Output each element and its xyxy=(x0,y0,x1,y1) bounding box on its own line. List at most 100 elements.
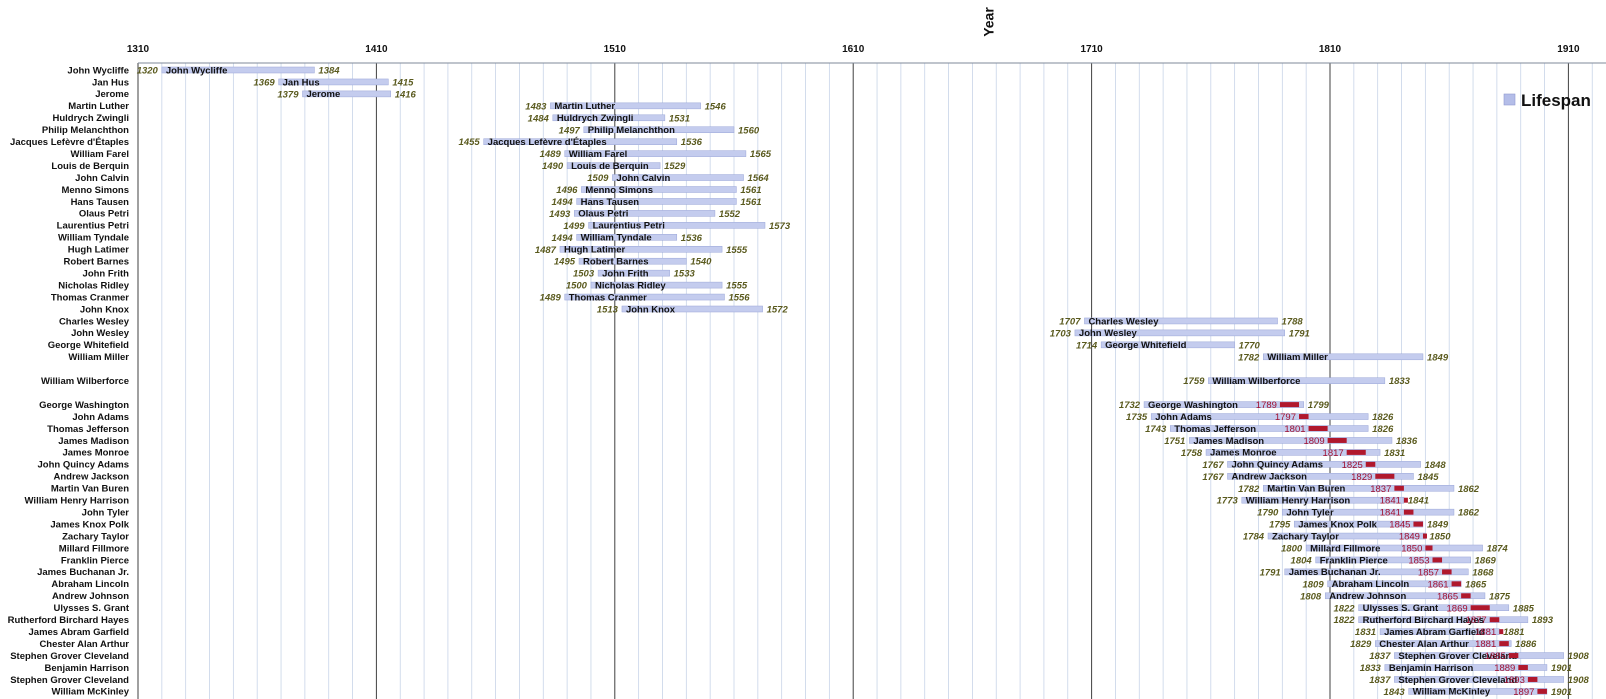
term-start-label: 1801 xyxy=(1284,424,1305,435)
row-name-label: Olaus Petri xyxy=(79,209,129,220)
death-year-label: 1845 xyxy=(1417,472,1439,483)
row-name-label: Ulysses S. Grant xyxy=(53,603,129,614)
term-start-label: 1865 xyxy=(1437,591,1458,602)
birth-year-label: 1751 xyxy=(1164,436,1185,447)
birth-year-label: 1500 xyxy=(566,281,588,292)
term-start-label: 1809 xyxy=(1303,436,1324,447)
lifespan-bar xyxy=(1074,329,1285,337)
row-name-label: Jan Hus xyxy=(92,77,129,88)
lifespan-bar xyxy=(1315,556,1471,564)
presidency-term-bar xyxy=(1432,557,1443,563)
bar-name-label: James Abram Garfield xyxy=(1384,627,1485,638)
row-name-label: Charles Wesley xyxy=(59,316,130,327)
lifespan-bar xyxy=(278,78,389,86)
legend: Lifespan xyxy=(1503,91,1591,110)
row-name-label: William Miller xyxy=(68,352,129,363)
death-year-label: 1565 xyxy=(750,149,772,160)
death-year-label: 1901 xyxy=(1551,687,1572,698)
term-start-label: 1797 xyxy=(1275,412,1296,423)
lifespan-bar xyxy=(574,210,716,217)
death-year-label: 1384 xyxy=(318,66,340,77)
death-year-label: 1552 xyxy=(719,209,741,220)
death-year-label: 1862 xyxy=(1458,484,1480,495)
birth-year-label: 1503 xyxy=(573,269,595,280)
term-start-label: 1845 xyxy=(1389,520,1410,531)
row-name-label: John Wesley xyxy=(71,328,130,339)
lifespan-bar xyxy=(576,234,678,241)
bar-name-label: Robert Barnes xyxy=(583,257,648,268)
row-name-label: James Monroe xyxy=(62,448,129,459)
birth-year-label: 1513 xyxy=(597,305,619,316)
row-name-label: William McKinley xyxy=(51,687,129,698)
bar-name-label: Martin Van Buren xyxy=(1267,484,1345,495)
presidency-term-bar xyxy=(1394,485,1404,491)
x-tick-label: 1910 xyxy=(1557,44,1580,55)
death-year-label: 1560 xyxy=(738,125,760,136)
lifespan-bar xyxy=(621,305,763,313)
row-name-label: William Wilberforce xyxy=(41,376,129,387)
row-name-label: James Madison xyxy=(58,436,129,447)
birth-year-label: 1804 xyxy=(1291,555,1313,566)
x-tick-label: 1810 xyxy=(1319,44,1342,55)
death-year-label: 1862 xyxy=(1458,508,1480,519)
bar-name-label: James Madison xyxy=(1193,436,1264,447)
bar-name-label: James Monroe xyxy=(1210,448,1277,459)
row-name-label: Rutherford Birchard Hayes xyxy=(8,615,129,626)
bar-name-label: John Frith xyxy=(602,268,649,279)
death-year-label: 1826 xyxy=(1372,424,1394,435)
row-name-label: Andrew Jackson xyxy=(54,472,130,483)
term-start-label: 1877 xyxy=(1466,615,1487,626)
birth-year-label: 1791 xyxy=(1260,567,1281,578)
birth-year-label: 1487 xyxy=(535,245,557,256)
birth-year-label: 1499 xyxy=(563,221,585,232)
row-name-label: Huldrych Zwingli xyxy=(52,113,129,124)
row-name-label: Nicholas Ridley xyxy=(58,280,129,291)
row-name-label: William Henry Harrison xyxy=(25,496,130,507)
death-year-label: 1540 xyxy=(690,257,712,268)
bar-name-label: Martin Luther xyxy=(554,101,615,112)
bar-name-label: James Knox Polk xyxy=(1298,519,1377,530)
row-name-label: Martin Van Buren xyxy=(51,484,129,495)
lifespan-bar xyxy=(1205,449,1381,456)
birth-year-label: 1496 xyxy=(556,185,578,196)
lifespan-bar xyxy=(1394,676,1564,683)
bars: 1320 1384 John Wycliffe 1369 1415 Jan Hus1379… xyxy=(137,65,1590,698)
birth-year-label: 1809 xyxy=(1302,579,1324,590)
presidency-term-bar xyxy=(1403,497,1408,503)
presidency-term-bar xyxy=(1499,629,1504,635)
bar-name-label: George Whitefield xyxy=(1105,340,1186,351)
row-name-label: George Washington xyxy=(39,400,129,411)
birth-year-label: 1822 xyxy=(1333,615,1355,626)
row-name-label: John Knox xyxy=(80,304,130,315)
death-year-label: 1874 xyxy=(1487,544,1509,555)
death-year-label: 1770 xyxy=(1239,340,1261,351)
birth-year-label: 1483 xyxy=(525,101,547,112)
death-year-label: 1841 xyxy=(1408,496,1429,507)
lifespan-bar xyxy=(1282,508,1455,516)
death-year-label: 1788 xyxy=(1282,316,1304,327)
term-start-label: 1817 xyxy=(1323,448,1344,459)
birth-year-label: 1829 xyxy=(1350,639,1372,650)
row-name-label: James Knox Polk xyxy=(50,519,129,530)
row-name-label: Zachary Taylor xyxy=(62,531,129,542)
bar-name-label: John Calvin xyxy=(616,173,670,184)
bar-name-label: John Quincy Adams xyxy=(1231,460,1323,471)
lifespan-bar xyxy=(590,281,723,289)
lifespan-bar xyxy=(483,138,678,145)
bar-name-label: Laurentius Petri xyxy=(593,221,665,232)
death-year-label: 1869 xyxy=(1475,555,1497,566)
death-year-label: 1875 xyxy=(1489,591,1511,602)
bar-name-label: William Tyndale xyxy=(581,233,652,244)
lifespan-bar xyxy=(1170,425,1369,432)
bar-name-label: Nicholas Ridley xyxy=(595,280,666,291)
row-name-label: James Abram Garfield xyxy=(29,627,130,638)
row-name-label: Philip Melanchthon xyxy=(42,125,129,136)
row-name-label: Hans Tausen xyxy=(71,197,130,208)
lifespan-bar xyxy=(597,269,670,277)
birth-year-label: 1837 xyxy=(1369,675,1391,686)
birth-year-label: 1800 xyxy=(1281,544,1303,555)
row-name-label: Andrew Johnson xyxy=(52,591,129,602)
